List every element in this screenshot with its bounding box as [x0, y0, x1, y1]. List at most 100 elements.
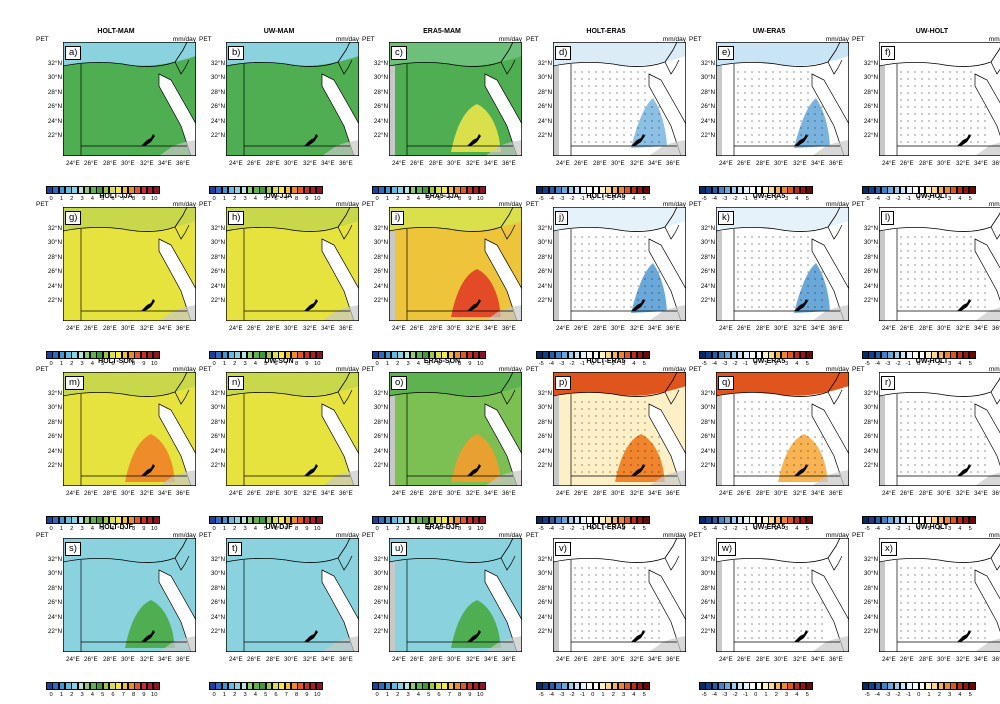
field-hotspot: [125, 434, 175, 482]
colorbar-swatch: [780, 682, 788, 690]
colorbar-swatch: [774, 516, 782, 524]
red-sea: [974, 403, 1000, 467]
colorbar-swatch: [736, 682, 744, 690]
lon-tick-label: 30°E: [121, 490, 135, 497]
colorbar-tick-label: -2: [895, 361, 901, 367]
map-frame: [716, 538, 849, 652]
colorbar-tick-label: 5: [805, 692, 809, 698]
lon-tick-label: 28°E: [429, 325, 443, 332]
colorbar-swatch: [624, 186, 631, 194]
masked-region: [716, 396, 722, 486]
masked-region: [716, 562, 722, 652]
lon-tick-label: 34°E: [648, 656, 662, 663]
colorbar-swatch: [536, 516, 543, 524]
colorbar-tick-label: 2: [396, 526, 400, 532]
lat-tick-label: 30°N: [210, 74, 225, 81]
colorbar-tick-label: -3: [885, 361, 891, 367]
colorbar-tick-label: 4: [795, 361, 799, 367]
colorbar-tick-label: -5: [538, 196, 544, 202]
lon-tick-label: 24°E: [66, 325, 80, 332]
colorbar-swatch: [403, 351, 411, 359]
colorbar-swatch: [592, 186, 600, 194]
colorbar-swatch: [121, 186, 129, 194]
colorbar-swatch: [806, 516, 813, 524]
colorbar-swatch: [711, 516, 719, 524]
lat-tick-label: 30°N: [700, 239, 715, 246]
colorbar-tick-label: 1: [927, 526, 931, 532]
colorbar-swatch: [736, 186, 744, 194]
map-panel-i: ERA5-JJA PET mm/day 32°N 30°N 28°N 26°N 24°N 22°…: [362, 193, 522, 367]
colorbar-swatch: [699, 516, 706, 524]
colorbar-swatch: [253, 186, 260, 194]
variable-label: PET: [852, 36, 865, 43]
colorbar-tick-label: 2: [233, 361, 237, 367]
lon-tick-label: 30°E: [121, 656, 135, 663]
colorbar-swatch: [899, 351, 907, 359]
colorbar-tick-label: 0: [591, 526, 595, 532]
colorbar-difference: -5 -4 -3 -2 -1 0 1 2 3 4 5: [699, 682, 813, 698]
colorbar-tick-label: 9: [142, 361, 146, 367]
colorbar-tick-label: 9: [305, 526, 309, 532]
colorbar-swatch: [862, 186, 869, 194]
colorbar-swatch: [943, 516, 951, 524]
sinai-border: [990, 557, 1000, 571]
colorbar-swatch: [397, 516, 404, 524]
lon-tick-label: 32°E: [303, 325, 317, 332]
lon-tick-label: 24°E: [229, 656, 243, 663]
masked-region: [879, 396, 885, 486]
lat-tick-label: 26°N: [537, 599, 552, 606]
colorbar-tick-label: -4: [548, 692, 555, 698]
colorbar-swatch: [102, 516, 110, 524]
colorbar-tick-label: 5: [101, 526, 105, 532]
lon-tick-label: 36°E: [992, 490, 1000, 497]
colorbar-tick-label: 4: [416, 196, 420, 202]
colorbar-swatch: [880, 516, 888, 524]
lat-tick-label: 32°N: [210, 225, 225, 232]
lat-tick-label: 24°N: [210, 614, 225, 621]
colorbar-tick-label: 4: [632, 526, 636, 532]
colorbar-swatch: [787, 516, 794, 524]
variable-label: PET: [362, 366, 375, 373]
lake-nasser: [467, 464, 481, 476]
lon-tick-label: 36°E: [502, 325, 516, 332]
colorbar-tick-label: 5: [805, 526, 809, 532]
map-frame: [879, 207, 1000, 321]
lat-tick-label: 32°N: [863, 390, 878, 397]
colorbar-tick-label: 0: [375, 196, 379, 202]
colorbar-tick-label: -5: [701, 526, 707, 532]
egypt-map: [63, 207, 196, 321]
colorbar-tick-label: 5: [264, 692, 268, 698]
panel-title: HOLT-DJF: [99, 524, 133, 531]
units-label: mm/day: [498, 201, 522, 208]
lon-tick-label: 32°E: [303, 490, 317, 497]
colorbar-swatch: [912, 516, 920, 524]
colorbar-tick-label: 10: [477, 361, 484, 367]
colorbar-swatch: [711, 351, 719, 359]
colorbar-tick-label: 7: [284, 526, 288, 532]
field-north-band: [63, 372, 196, 396]
lake-nasser: [467, 299, 481, 311]
lat-tick-label: 26°N: [863, 268, 878, 275]
colorbar-swatch: [246, 351, 254, 359]
colorbar-swatch: [77, 351, 85, 359]
colorbar-swatch: [221, 516, 229, 524]
lat-tick-label: 22°N: [537, 132, 552, 139]
colorbar-swatch: [611, 682, 619, 690]
variable-label: PET: [199, 201, 212, 208]
field-north-band: [553, 207, 686, 231]
sinai-border: [500, 389, 516, 405]
red-sea: [648, 73, 686, 156]
colorbar-tick-label: 5: [805, 361, 809, 367]
colorbar-swatch: [780, 516, 788, 524]
colorbar-swatch: [71, 186, 78, 194]
colorbar-tick-label: 3: [622, 526, 626, 532]
lat-tick-label: 26°N: [700, 433, 715, 440]
colorbar-swatch: [705, 682, 712, 690]
lat-tick-label: 22°N: [373, 132, 388, 139]
lat-tick-label: 24°N: [47, 118, 62, 125]
lat-tick-label: 22°N: [373, 462, 388, 469]
colorbar-swatch: [599, 186, 606, 194]
colorbar-tick-label: 8: [132, 361, 136, 367]
lon-tick-label: 24°E: [392, 656, 406, 663]
map-frame: [879, 372, 1000, 486]
